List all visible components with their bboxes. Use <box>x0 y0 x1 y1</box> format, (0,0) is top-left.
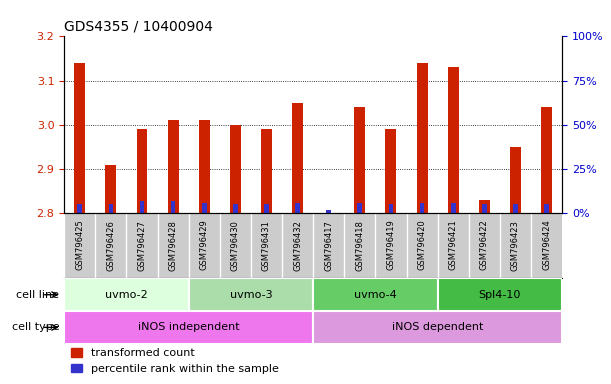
Bar <box>78 204 82 213</box>
Bar <box>140 201 144 213</box>
Text: GSM796422: GSM796422 <box>480 220 489 270</box>
Text: GSM796427: GSM796427 <box>137 220 147 270</box>
Bar <box>326 210 331 213</box>
Text: cell type: cell type <box>12 322 59 333</box>
Bar <box>105 164 116 213</box>
Bar <box>202 202 207 213</box>
Bar <box>264 204 269 213</box>
Text: uvmo-3: uvmo-3 <box>230 290 273 300</box>
Bar <box>64 311 313 344</box>
Bar <box>354 107 365 213</box>
Bar <box>170 201 175 213</box>
Bar <box>167 121 178 213</box>
Text: cell line: cell line <box>16 290 59 300</box>
Bar <box>544 204 549 213</box>
Bar <box>448 68 459 213</box>
Bar <box>313 311 562 344</box>
Bar <box>437 278 562 311</box>
Bar <box>479 200 490 213</box>
Text: uvmo-4: uvmo-4 <box>354 290 397 300</box>
Bar <box>261 129 272 213</box>
Bar <box>417 63 428 213</box>
Bar <box>482 204 486 213</box>
Text: GSM796425: GSM796425 <box>75 220 84 270</box>
Text: uvmo-2: uvmo-2 <box>105 290 148 300</box>
Bar <box>386 129 397 213</box>
Bar <box>292 103 303 213</box>
Text: GSM796430: GSM796430 <box>231 220 240 270</box>
Text: GSM796420: GSM796420 <box>417 220 426 270</box>
Text: GSM796428: GSM796428 <box>169 220 178 270</box>
Text: iNOS independent: iNOS independent <box>138 322 240 333</box>
Bar <box>389 204 393 213</box>
Bar <box>357 202 362 213</box>
Text: GSM796418: GSM796418 <box>356 220 364 270</box>
Text: Spl4-10: Spl4-10 <box>478 290 521 300</box>
Bar <box>313 278 437 311</box>
Bar <box>451 202 456 213</box>
Text: GDS4355 / 10400904: GDS4355 / 10400904 <box>64 20 213 34</box>
Text: GSM796421: GSM796421 <box>448 220 458 270</box>
Bar <box>513 204 518 213</box>
Bar <box>541 107 552 213</box>
Text: GSM796426: GSM796426 <box>106 220 115 270</box>
Text: GSM796424: GSM796424 <box>542 220 551 270</box>
Bar <box>75 63 85 213</box>
Bar <box>510 147 521 213</box>
Bar <box>420 202 425 213</box>
Text: GSM796429: GSM796429 <box>200 220 209 270</box>
Bar <box>189 278 313 311</box>
Legend: transformed count, percentile rank within the sample: transformed count, percentile rank withi… <box>67 344 284 379</box>
Bar <box>109 204 113 213</box>
Text: iNOS dependent: iNOS dependent <box>392 322 483 333</box>
Text: GSM796432: GSM796432 <box>293 220 302 270</box>
Text: GSM796417: GSM796417 <box>324 220 333 270</box>
Bar <box>295 202 300 213</box>
Bar <box>233 204 238 213</box>
Text: GSM796423: GSM796423 <box>511 220 520 270</box>
Bar <box>64 278 189 311</box>
Bar <box>199 121 210 213</box>
Text: GSM796419: GSM796419 <box>386 220 395 270</box>
Bar <box>230 125 241 213</box>
Text: GSM796431: GSM796431 <box>262 220 271 270</box>
Bar <box>136 129 147 213</box>
